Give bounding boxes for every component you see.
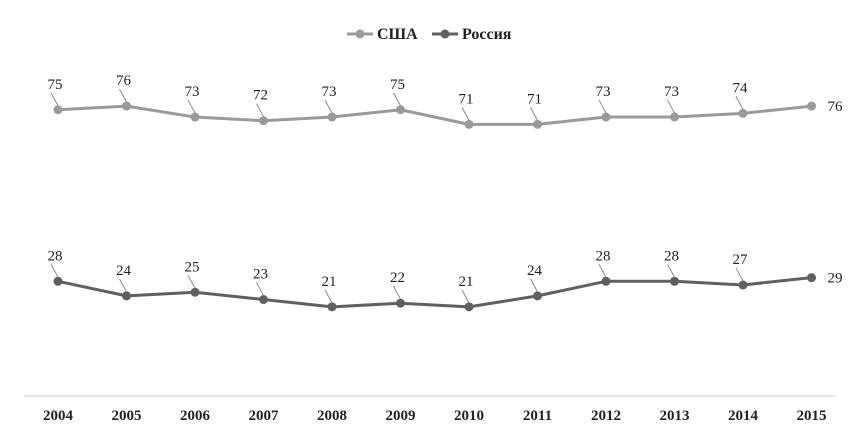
x-tick-label-2010: 2010	[454, 408, 484, 424]
data-label: 72	[253, 88, 268, 104]
data-point	[327, 112, 337, 122]
data-label: 23	[253, 267, 268, 283]
data-label: 28	[596, 248, 611, 264]
x-tick-label-2006: 2006	[180, 408, 211, 424]
x-tick-label-2012: 2012	[591, 408, 621, 424]
label-leader	[324, 289, 333, 304]
legend-label: США	[377, 26, 418, 43]
label-leader	[256, 103, 264, 117]
label-leader	[393, 285, 401, 300]
label-leader	[119, 88, 127, 103]
data-label: 76	[116, 73, 132, 89]
label-leader	[50, 92, 59, 106]
legend-swatch-marker	[440, 29, 450, 39]
data-point	[53, 105, 63, 115]
data-point	[464, 302, 474, 312]
data-label: 27	[733, 252, 749, 268]
label-leader	[598, 264, 607, 278]
data-label: 71	[459, 91, 474, 107]
series-line	[57, 276, 812, 309]
data-label: 75	[390, 77, 405, 93]
label-leader	[50, 264, 59, 278]
data-label: 24	[527, 263, 543, 279]
data-point	[122, 291, 131, 301]
data-point	[670, 276, 679, 286]
data-point	[396, 105, 405, 115]
data-label: 28	[664, 248, 679, 264]
label-leader	[735, 267, 744, 282]
x-tick-label-2008: 2008	[317, 408, 347, 424]
data-label: 28	[48, 248, 63, 264]
data-point	[122, 101, 131, 111]
data-label: 21	[459, 274, 474, 290]
legend-swatch-marker	[355, 29, 365, 39]
x-tick-label-2011: 2011	[523, 408, 552, 424]
x-tick-label-2009: 2009	[386, 408, 416, 424]
data-label: 73	[185, 84, 200, 100]
data-point	[327, 302, 337, 312]
label-leader	[461, 289, 470, 304]
data-label: 71	[527, 91, 542, 107]
data-label: 76	[828, 99, 844, 115]
data-label: 73	[596, 84, 611, 100]
x-tick-label-2005: 2005	[112, 408, 142, 424]
data-point	[601, 112, 611, 122]
label-leader	[393, 92, 401, 106]
data-point	[190, 287, 200, 297]
legend-item-usa: США	[347, 26, 418, 43]
x-tick-label-2014: 2014	[728, 408, 759, 424]
data-point	[259, 116, 268, 126]
data-point	[190, 112, 200, 122]
label-leader	[667, 99, 675, 114]
data-label: 73	[664, 84, 679, 100]
data-point	[738, 108, 748, 118]
data-label: 74	[733, 80, 749, 96]
x-tick-label-2007: 2007	[249, 408, 280, 424]
label-leader	[256, 282, 264, 296]
label-leader	[530, 278, 538, 293]
data-label: 29	[828, 271, 843, 287]
legend-label: Россия	[462, 26, 512, 43]
data-label: 75	[48, 77, 63, 93]
data-point	[533, 119, 542, 129]
data-label: 73	[322, 84, 337, 100]
data-point	[396, 298, 405, 308]
data-point	[53, 276, 63, 286]
label-leader	[598, 99, 607, 114]
label-leader	[119, 278, 127, 293]
label-leader	[461, 107, 470, 121]
label-leader	[530, 107, 538, 121]
x-tick-labels: 2004 2005 2006 2007 2008 2009 2010 2011 2012 2013…	[43, 408, 827, 424]
label-leader	[187, 275, 196, 289]
data-point	[670, 112, 679, 122]
x-tick-label-2013: 2013	[660, 408, 690, 424]
series-layer: 75 76 73 72 73 75 71 71 73 73 74 76 28 24 25 23 21 22 21 24…	[48, 73, 844, 312]
series-russia: 28 24 25 23 21 22 21 24 28 28 27 29	[48, 248, 843, 312]
data-point	[807, 273, 816, 283]
legend: США Россия	[347, 26, 512, 43]
data-label: 24	[116, 263, 132, 279]
data-point	[464, 119, 474, 129]
legend-item-russia: Россия	[432, 26, 512, 43]
label-leader	[667, 264, 675, 278]
data-point	[738, 280, 748, 290]
data-label: 21	[322, 274, 337, 290]
series-usa: 75 76 73 72 73 75 71 71 73 73 74 76	[48, 73, 844, 129]
x-tick-label-2004: 2004	[43, 408, 74, 424]
data-label: 25	[185, 259, 200, 275]
data-label: 22	[390, 270, 405, 286]
x-tick-label-2015: 2015	[797, 408, 827, 424]
data-point	[807, 101, 816, 111]
data-point	[533, 291, 542, 301]
label-leader	[735, 96, 744, 110]
series-line	[57, 104, 812, 126]
label-leader	[187, 99, 196, 114]
label-leader	[324, 99, 333, 114]
data-point	[601, 276, 611, 286]
data-point	[259, 295, 268, 305]
